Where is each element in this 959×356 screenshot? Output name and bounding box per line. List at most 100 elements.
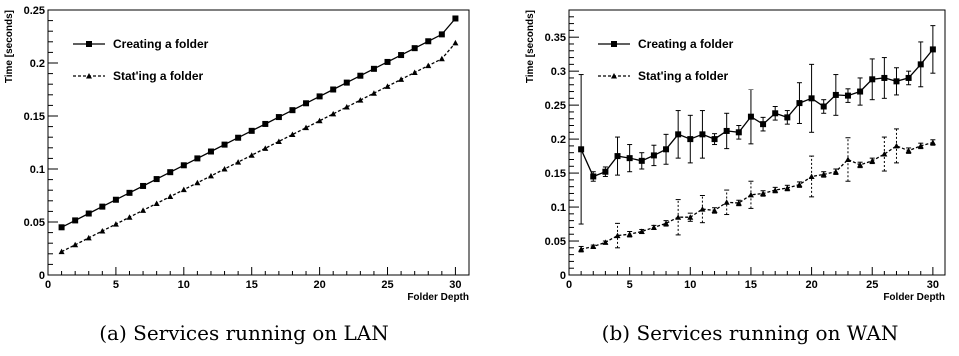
figure-caption: (a) Services running on LAN	[99, 321, 388, 345]
data-point	[248, 152, 255, 158]
data-point	[687, 214, 694, 220]
data-point	[262, 145, 269, 151]
data-point	[275, 138, 282, 144]
data-point	[330, 86, 337, 93]
data-point	[126, 189, 133, 196]
data-point	[917, 61, 924, 68]
legend: Creating a folder Stat'ing a folder	[68, 20, 246, 90]
legend-label: Creating a folder	[638, 37, 734, 51]
data-point	[425, 38, 432, 45]
data-point	[207, 172, 214, 179]
x-tick-label: 30	[927, 279, 939, 291]
data-point	[452, 39, 459, 46]
data-point	[905, 74, 912, 81]
data-point	[58, 224, 65, 231]
data-point	[796, 181, 803, 188]
data-point	[167, 169, 174, 176]
data-point	[343, 103, 350, 110]
data-point	[140, 207, 147, 213]
data-point	[711, 207, 718, 213]
x-axis-label: Folder Depth	[883, 292, 945, 303]
data-point	[72, 217, 79, 224]
data-point	[398, 76, 405, 82]
data-point	[303, 100, 310, 107]
series-line	[61, 42, 456, 253]
data-point	[723, 127, 730, 134]
data-point	[248, 127, 255, 134]
data-point	[699, 131, 706, 138]
data-point	[384, 83, 391, 89]
data-point	[112, 221, 119, 227]
x-tick-label: 0	[45, 279, 51, 291]
x-tick-label: 20	[313, 279, 325, 291]
y-tick-label: 0.2	[551, 134, 566, 146]
data-point	[929, 139, 936, 145]
data-point	[99, 203, 106, 210]
data-point	[99, 228, 106, 234]
data-point	[221, 141, 228, 148]
data-point	[663, 220, 670, 226]
data-point	[303, 124, 310, 131]
series-line	[580, 141, 934, 250]
series-stating	[58, 39, 459, 255]
x-tick-label: 30	[449, 279, 461, 291]
data-point	[808, 95, 815, 102]
data-point	[578, 146, 585, 153]
data-point	[614, 232, 621, 239]
legend-label: Stat'ing a folder	[638, 69, 729, 83]
x-tick-label: 25	[866, 279, 878, 291]
data-point	[881, 151, 888, 157]
y-tick-label: 0.3	[551, 66, 566, 78]
data-point	[893, 78, 900, 85]
data-point	[357, 97, 364, 103]
x-tick-label: 0	[566, 279, 572, 291]
data-point	[735, 129, 742, 136]
y-axis-label: Time [seconds]	[525, 10, 536, 83]
legend-box	[593, 20, 771, 90]
legend-label: Creating a folder	[113, 37, 209, 51]
legend: Creating a folder Stat'ing a folder	[593, 20, 771, 90]
data-point	[675, 131, 682, 138]
data-point	[235, 159, 242, 165]
chart-panel-wan: 0 5 10 15 20 25 30 0 0.05 0.1 0.15 0.2 0.25 0.3 0.35 Fo…	[525, 9, 946, 345]
x-tick-label: 25	[381, 279, 393, 291]
data-point	[699, 206, 706, 212]
data-point	[869, 76, 876, 83]
x-axis-label: Folder Depth	[407, 292, 469, 303]
data-point	[167, 193, 174, 200]
y-tick-label: 0.2	[30, 58, 45, 70]
plot-frame	[47, 9, 470, 276]
data-point	[398, 52, 405, 59]
data-point	[153, 176, 160, 183]
data-point	[85, 234, 92, 241]
data-point	[820, 171, 827, 177]
legend-marker	[611, 73, 617, 79]
x-tick-label: 10	[684, 279, 696, 291]
data-point	[650, 224, 657, 230]
data-point	[747, 113, 754, 120]
y-axis-label: Time [seconds]	[4, 10, 15, 83]
data-point	[638, 157, 645, 164]
data-point	[650, 152, 657, 159]
data-point	[289, 107, 296, 114]
data-point	[207, 148, 214, 155]
data-point	[747, 191, 754, 198]
legend-marker	[86, 41, 92, 47]
data-point	[760, 121, 767, 128]
x-tick-label: 15	[745, 279, 757, 291]
data-point	[590, 243, 597, 249]
data-point	[626, 155, 633, 162]
data-point	[784, 114, 791, 121]
data-point	[58, 248, 65, 255]
legend-box	[68, 20, 246, 90]
y-tick-label: 0.25	[545, 100, 566, 112]
data-point	[784, 185, 791, 191]
data-point	[735, 199, 742, 206]
x-tick-label: 20	[805, 279, 817, 291]
data-point	[832, 168, 839, 175]
data-point	[194, 179, 201, 186]
y-tick-label: 0.35	[545, 32, 566, 44]
data-point	[602, 239, 609, 245]
data-point	[675, 214, 682, 220]
